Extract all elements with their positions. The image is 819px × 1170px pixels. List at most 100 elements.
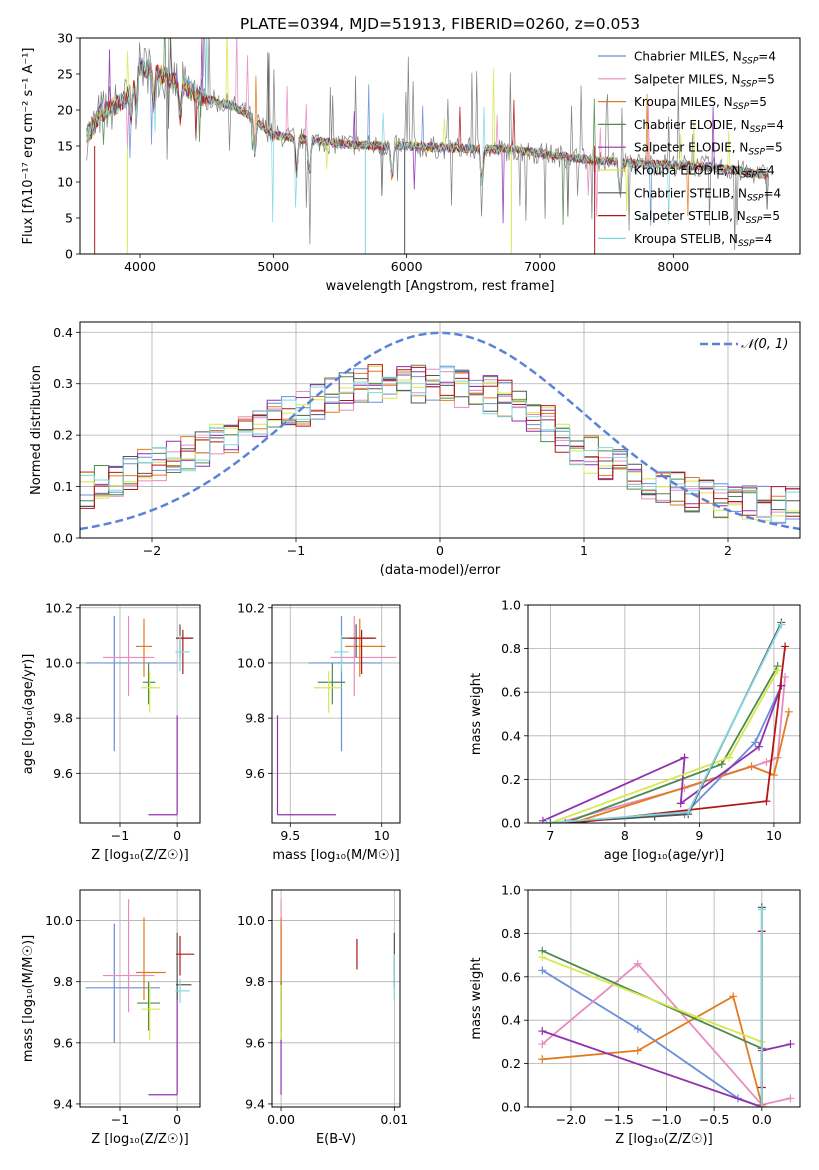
plot-frame bbox=[79, 889, 201, 1108]
weight-marker-kroupa_stelib bbox=[542, 819, 551, 823]
legend-value: =5 bbox=[757, 72, 775, 86]
plot-frame bbox=[271, 889, 401, 1108]
y-tick-label: 25 bbox=[57, 67, 73, 82]
weight_vs_z-panel: −2.0 −1.5 −1.0 −0.5 0.0 0.0 0.2 0.4 0.6 0.8 1.0 Z [… bbox=[469, 883, 801, 1147]
legend-value: =5 bbox=[762, 209, 780, 223]
x-tick-label: 0 bbox=[436, 543, 444, 558]
x-tick-label: −1 bbox=[111, 1112, 129, 1127]
plot-frame bbox=[271, 604, 401, 824]
weight-marker-kroupa_miles bbox=[633, 1046, 642, 1055]
y-tick-label: 10.2 bbox=[237, 600, 265, 615]
x-tick-label: −0.5 bbox=[699, 1112, 729, 1127]
legend-value: =4 bbox=[766, 118, 784, 132]
weight-marker-kroupa_miles bbox=[784, 707, 793, 716]
age_vs_mass-panel: 9.5 10 9.6 9.8 10.0 10.2 mass [log₁₀(M/M☉)] bbox=[237, 600, 401, 863]
x-tick-label: −2 bbox=[143, 543, 161, 558]
x-tick-label: −1.0 bbox=[651, 1112, 681, 1127]
y-tick-label: 9.6 bbox=[245, 1035, 265, 1050]
y-tick-label: 9.8 bbox=[53, 711, 73, 726]
legend-label-kroupa_stelib: Kroupa STELIB, NSSP=4 bbox=[634, 232, 772, 249]
legend-text: Salpeter STELIB, N bbox=[634, 209, 746, 223]
weight-marker-chabrier_elodie bbox=[561, 819, 570, 823]
legend-text: Kroupa MILES, N bbox=[634, 95, 733, 109]
y-tick-label: 15 bbox=[57, 139, 73, 154]
weight-marker-kroupa_miles bbox=[729, 992, 738, 1001]
legend-label-normal: 𝒩(0, 1) bbox=[741, 337, 788, 352]
weight-marker-kroupa_elodie bbox=[538, 953, 547, 962]
weight-marker-salpeter_elodie bbox=[538, 816, 547, 823]
y-axis-label: mass [log₁₀(M/M☉)] bbox=[21, 935, 36, 1062]
weight-marker-salpeter_elodie bbox=[680, 753, 689, 762]
y-tick-label: 9.8 bbox=[245, 711, 265, 726]
weight-marker-salpeter_elodie bbox=[676, 799, 685, 808]
x-tick-label: 6000 bbox=[391, 259, 423, 274]
x-axis-label: mass [log₁₀(M/M☉)] bbox=[272, 848, 399, 863]
plot-frame bbox=[527, 604, 801, 824]
y-tick-label: 0.4 bbox=[53, 325, 73, 340]
y-tick-label: 0 bbox=[65, 247, 73, 262]
y-tick-label: 10 bbox=[57, 175, 73, 190]
plot-frame bbox=[79, 604, 201, 824]
legend-text: Kroupa ELODIE, N bbox=[634, 164, 741, 178]
x-tick-label: 7000 bbox=[524, 259, 556, 274]
legend-subscript: SSP bbox=[748, 148, 765, 158]
model-spectrum-kroupa_stelib bbox=[86, 38, 769, 225]
y-axis-label: age [log₁₀(age/yr)] bbox=[21, 654, 36, 775]
spectrum-lines bbox=[86, 38, 769, 254]
x-tick-label: 0.00 bbox=[267, 1112, 295, 1127]
weight-marker-kroupa_miles bbox=[538, 1055, 547, 1064]
weight-marker-kroupa_stelib bbox=[684, 808, 693, 817]
legend-value: =4 bbox=[758, 50, 776, 64]
x-axis-label: Z [log₁₀(Z/Z☉)] bbox=[91, 1132, 188, 1147]
legend-text: Chabrier STELIB, N bbox=[634, 186, 747, 200]
model-spectrum-chabrier_elodie bbox=[86, 38, 769, 225]
x-tick-label: −1.5 bbox=[603, 1112, 633, 1127]
histograms bbox=[80, 331, 800, 538]
y-tick-label: 1.0 bbox=[501, 883, 521, 898]
weight-marker-salpeter_miles bbox=[633, 959, 642, 968]
x-tick-label: 4000 bbox=[124, 259, 156, 274]
y-tick-label: 0.4 bbox=[501, 728, 521, 743]
chart-panels: 4000 5000 6000 7000 8000051015202530waveleng… bbox=[21, 31, 801, 1147]
y-tick-label: 0.2 bbox=[501, 1056, 521, 1071]
weight-line-kroupa_miles bbox=[572, 711, 790, 823]
weight-line-chabrier_elodie bbox=[564, 665, 779, 823]
legend-text: Chabrier ELODIE, N bbox=[634, 118, 750, 132]
legend-subscript: SSP bbox=[747, 193, 764, 203]
legend-label-chabrier_stelib: Chabrier STELIB, NSSP=4 bbox=[634, 186, 781, 203]
weight-marker-chabrier_miles bbox=[751, 738, 760, 747]
weight-marker-salpeter_elodie bbox=[786, 1040, 795, 1049]
legend-value: =4 bbox=[754, 232, 772, 246]
y-axis-label: Flux [fλ10⁻¹⁷ erg cm⁻² s⁻¹ A⁻¹] bbox=[21, 48, 36, 245]
figure-title: PLATE=0394, MJD=51913, FIBERID=0260, z=0… bbox=[240, 15, 640, 33]
y-tick-label: 9.6 bbox=[245, 766, 265, 781]
y-axis-label: Normed distribution bbox=[29, 365, 44, 495]
y-tick-label: 0.8 bbox=[501, 641, 521, 656]
legend-subscript: SSP bbox=[738, 239, 755, 249]
legend-subscript: SSP bbox=[742, 57, 759, 67]
y-tick-label: 0.0 bbox=[53, 531, 73, 546]
legend-text: Kroupa STELIB, N bbox=[634, 232, 738, 246]
weight-line-kroupa_miles bbox=[542, 994, 763, 1106]
plot-frame bbox=[79, 37, 801, 255]
y-tick-label: 0.1 bbox=[53, 479, 73, 494]
errorbars bbox=[85, 616, 194, 816]
weight-line-kroupa_elodie bbox=[550, 669, 779, 823]
x-tick-label: −1 bbox=[111, 828, 129, 843]
y-tick-label: 0.3 bbox=[53, 376, 73, 391]
weight-line-salpeter_miles bbox=[557, 676, 786, 823]
plot-frame bbox=[79, 321, 801, 539]
y-tick-label: 10.2 bbox=[45, 600, 73, 615]
age_vs_z-panel: −1 0 9.6 9.8 10.0 10.2 Z [log₁₀(Z/Z☉)] age [log… bbox=[21, 600, 201, 863]
legend-label-chabrier_miles: Chabrier MILES, NSSP=4 bbox=[634, 50, 776, 67]
weight-marker-kroupa_stelib bbox=[777, 620, 786, 629]
weight-marker-kroupa_miles bbox=[747, 762, 756, 771]
weight-marker-salpeter_stelib bbox=[781, 642, 790, 651]
y-tick-label: 20 bbox=[57, 103, 73, 118]
legend-text: Salpeter MILES, N bbox=[634, 72, 741, 86]
weight-marker-salpeter_stelib bbox=[762, 797, 771, 806]
y-tick-label: 9.8 bbox=[245, 974, 265, 989]
y-tick-label: 10.0 bbox=[237, 913, 265, 928]
x-tick-label: 2 bbox=[724, 543, 732, 558]
